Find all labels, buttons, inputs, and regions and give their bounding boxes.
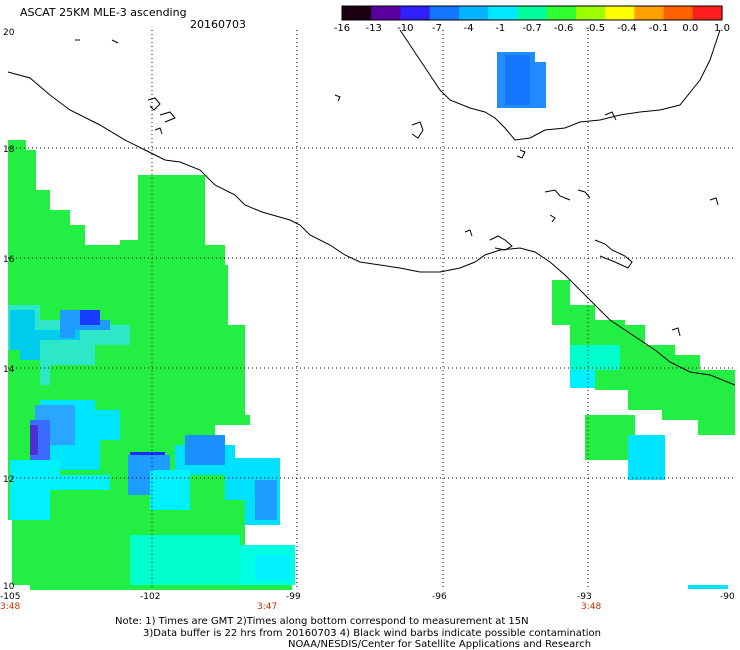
time-label: 3:47 [257, 602, 277, 612]
colorbar-segment [342, 6, 372, 20]
lat-label: 16 [3, 255, 15, 265]
colorbar-border [341, 5, 723, 21]
lat-label: 20 [3, 28, 15, 38]
lon-tick-labels: -105 -102 -99 -96 -93 -90 [0, 592, 735, 602]
note-line-3: NOAA/NESDIS/Center for Satellite Applica… [288, 639, 592, 650]
lat-label: 18 [3, 145, 15, 155]
colorbar: -16 -13 -10 -7 -4 -1 -0.7 -0.6 -0.5 -0.4 -0.1 0.0 1.… [334, 5, 730, 34]
lat-label: 12 [3, 475, 14, 485]
colorbar-segment [429, 6, 460, 20]
coastline [7, 29, 736, 386]
lon-label: -90 [720, 592, 735, 602]
colorbar-segment [371, 6, 402, 20]
colorbar-label: -16 [334, 23, 350, 34]
colorbar-segment [458, 6, 489, 20]
data-swath-north [497, 52, 546, 108]
colorbar-label: -13 [365, 23, 381, 34]
colorbar-segment [400, 6, 431, 20]
lon-label: -102 [140, 592, 160, 602]
colorbar-segment [488, 6, 518, 20]
colorbar-label: -0.7 [522, 23, 542, 34]
colorbar-label: -0.6 [554, 23, 574, 34]
lon-label: -93 [577, 592, 592, 602]
colorbar-label: -1 [495, 23, 505, 34]
colorbar-segment [634, 6, 665, 20]
lon-label: -105 [0, 592, 20, 602]
lat-label: 10 [3, 582, 15, 592]
colorbar-label: -0.4 [617, 23, 637, 34]
note-line-2: 3)Data buffer is 22 hrs from 20160703 4)… [143, 628, 601, 639]
data-swath-east [552, 280, 735, 589]
colorbar-label: 1.0 [714, 23, 730, 34]
lon-label: -99 [286, 592, 301, 602]
colorbar-label: -10 [397, 23, 413, 34]
colorbar-segment [663, 6, 694, 20]
colorbar-segment [692, 6, 723, 20]
lat-tick-labels: 20 18 16 14 12 10 [3, 28, 15, 592]
product-title: ASCAT 25KM MLE-3 ascending [20, 6, 187, 19]
note-line-1: Note: 1) Times are GMT 2)Times along bot… [115, 616, 529, 627]
colorbar-label: -0.5 [586, 23, 606, 34]
colorbar-segment [517, 6, 548, 20]
colorbar-label: -7 [432, 23, 442, 34]
colorbar-segment [546, 6, 577, 20]
colorbar-label: -4 [464, 23, 474, 34]
colorbar-segment [605, 6, 635, 20]
lon-label: -96 [432, 592, 447, 602]
time-label: 3:48 [581, 602, 601, 612]
colorbar-label: 0.0 [682, 23, 698, 34]
time-label: 3:48 [0, 602, 20, 612]
colorbar-segment [575, 6, 606, 20]
time-labels: 3:48 3:47 3:48 [0, 602, 601, 612]
lat-lon-grid [8, 30, 735, 590]
lat-label: 14 [3, 365, 15, 375]
colorbar-label: -0.1 [649, 23, 669, 34]
product-date: 20160703 [190, 18, 246, 31]
